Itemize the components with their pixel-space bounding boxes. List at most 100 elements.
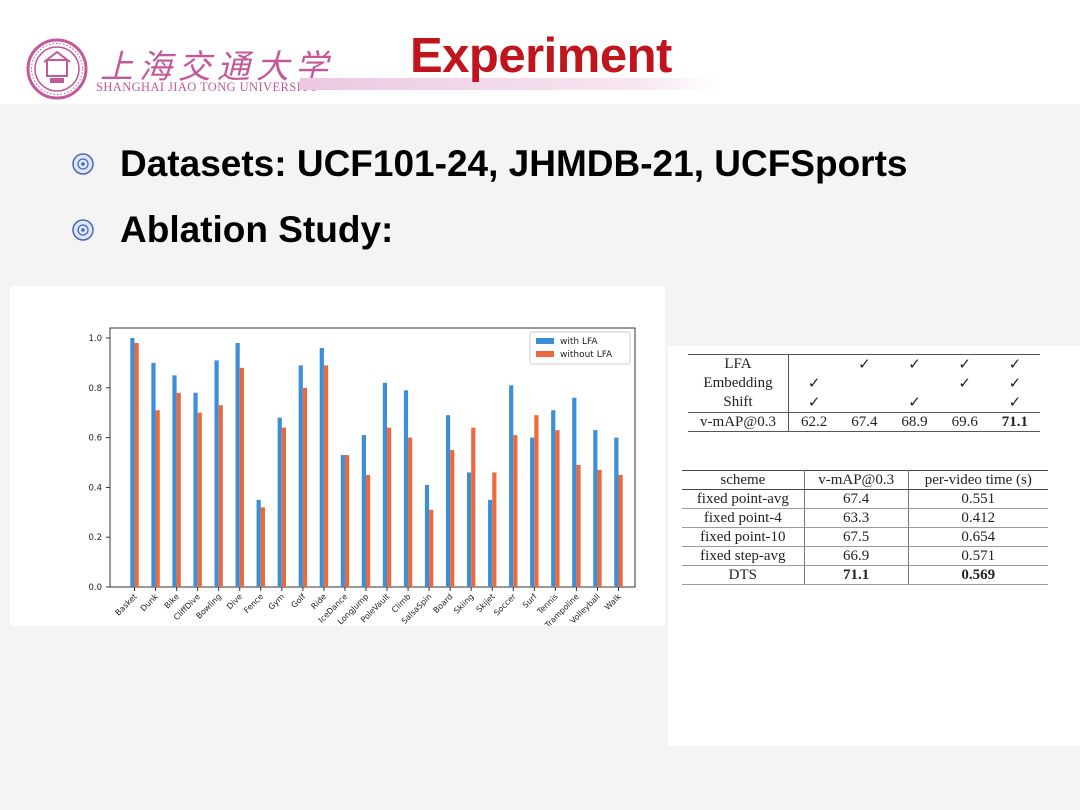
x-tick-label: Dunk bbox=[139, 592, 160, 613]
row-label: LFA bbox=[688, 354, 789, 374]
table-cell: DTS bbox=[682, 565, 805, 585]
university-seal-icon bbox=[26, 38, 88, 100]
bullet-icon bbox=[72, 219, 94, 241]
table-cell: 67.5 bbox=[804, 527, 909, 547]
table-cell: 0.551 bbox=[908, 489, 1048, 509]
row-label: Embedding bbox=[688, 374, 789, 393]
y-tick-label: 0.4 bbox=[88, 483, 102, 493]
bar-without-lfa bbox=[218, 405, 223, 587]
bar-without-lfa bbox=[281, 427, 287, 587]
table-cell: ✓ bbox=[1008, 376, 1022, 392]
bar-without-lfa bbox=[471, 427, 476, 587]
table-cell: 0.412 bbox=[908, 508, 1048, 528]
table-cell: ✓ bbox=[958, 376, 971, 392]
ablation-table: LFA ✓ ✓ ✓ ✓ Embedding ✓ ✓ ✓ Shift ✓ ✓ ✓ v-mAP@0.3 62.2… bbox=[688, 354, 1040, 432]
table-cell: fixed point-4 bbox=[682, 508, 805, 528]
bar-without-lfa bbox=[134, 342, 139, 587]
bar-with-lfa bbox=[466, 472, 472, 587]
column-header: per-video time (s) bbox=[908, 470, 1048, 490]
bar-with-lfa bbox=[424, 484, 430, 587]
bar-with-lfa bbox=[298, 365, 303, 587]
bar-with-lfa bbox=[593, 430, 598, 587]
legend-box bbox=[529, 331, 631, 365]
table-row: LFA ✓ ✓ ✓ ✓ bbox=[688, 354, 1040, 375]
bullet-icon bbox=[72, 153, 94, 175]
x-tick-label: Soccer bbox=[492, 592, 518, 618]
row-label: v-mAP@0.3 bbox=[688, 412, 789, 432]
table-cell: 63.3 bbox=[804, 508, 909, 528]
table-cell: ✓ bbox=[908, 395, 921, 411]
table-cell: fixed point-avg bbox=[682, 489, 805, 509]
table-cell: ✓ bbox=[958, 357, 971, 373]
y-tick-label: 1.0 bbox=[88, 334, 102, 344]
column-header: scheme bbox=[682, 470, 805, 490]
table-cell bbox=[940, 393, 990, 413]
table-row: DTS 71.1 0.569 bbox=[682, 565, 1048, 585]
table-cell: 66.9 bbox=[804, 546, 909, 566]
slide-header: 上海交通大学 SHANGHAI JIAO TONG UNIVERSITY Exp… bbox=[0, 0, 1080, 104]
legend-label: without LFA bbox=[560, 350, 613, 360]
bar-without-lfa bbox=[365, 474, 371, 587]
table-cell: ✓ bbox=[1008, 357, 1022, 373]
table-cell: 68.9 bbox=[889, 412, 940, 432]
chart-panel: 0.0 0.2 0.4 0.6 0.8 1.0 Basket Dunk Bike CliffDiv… bbox=[10, 286, 665, 630]
bar-with-lfa bbox=[214, 360, 219, 587]
table-cell bbox=[839, 393, 889, 413]
column-header: v-mAP@0.3 bbox=[804, 470, 909, 490]
bar-without-lfa bbox=[513, 435, 518, 587]
bar-without-lfa bbox=[260, 507, 265, 587]
bar-with-lfa bbox=[319, 347, 324, 587]
table-cell: ✓ bbox=[807, 395, 821, 411]
table-cell: 67.4 bbox=[804, 489, 909, 509]
bar-with-lfa bbox=[403, 390, 409, 587]
y-tick-label: 0.6 bbox=[88, 434, 102, 444]
x-tick-label: Gym bbox=[267, 592, 287, 612]
bar-with-lfa bbox=[572, 397, 577, 587]
table-cell bbox=[839, 374, 889, 393]
bullet-datasets: Datasets: UCF101-24, JHMDB-21, UCFSports bbox=[72, 143, 907, 185]
x-tick-label: Board bbox=[432, 592, 455, 615]
table-cell: fixed point-10 bbox=[682, 527, 805, 547]
scheme-table: scheme v-mAP@0.3 per-video time (s) fixed … bbox=[682, 470, 1048, 585]
y-tick-label: 0.2 bbox=[88, 533, 102, 543]
x-tick-label: Skiing bbox=[452, 592, 476, 616]
table-row: Shift ✓ ✓ ✓ bbox=[688, 393, 1040, 413]
bar-with-lfa bbox=[151, 362, 156, 587]
x-tick-label: Golf bbox=[289, 592, 307, 610]
x-tick-label: Basket bbox=[114, 592, 139, 617]
y-tick-label: 0.8 bbox=[88, 384, 102, 394]
legend-label: with LFA bbox=[560, 337, 598, 347]
table-cell: ✓ bbox=[1008, 395, 1022, 411]
bar-with-lfa bbox=[277, 417, 282, 587]
tables-panel: LFA ✓ ✓ ✓ ✓ Embedding ✓ ✓ ✓ Shift ✓ ✓ ✓ v-mAP@0.3 62.2… bbox=[668, 346, 1080, 746]
bar-without-lfa bbox=[387, 427, 392, 587]
table-cell: ✓ bbox=[807, 376, 821, 392]
bar-without-lfa bbox=[618, 474, 623, 587]
table-cell: fixed step-avg bbox=[682, 546, 805, 566]
bar-with-lfa bbox=[551, 410, 556, 587]
bar-without-lfa bbox=[344, 455, 350, 587]
bar-with-lfa bbox=[172, 375, 177, 587]
bar-with-lfa bbox=[193, 392, 198, 587]
table-cell: ✓ bbox=[908, 357, 921, 373]
legend-swatch bbox=[536, 338, 554, 344]
x-tick-label: Surf bbox=[521, 592, 539, 610]
table-row: fixed point-avg 67.4 0.551 bbox=[682, 489, 1048, 509]
bar-with-lfa bbox=[130, 338, 135, 587]
bar-with-lfa bbox=[235, 342, 240, 587]
table-cell: 0.569 bbox=[908, 565, 1048, 585]
table-cell: 71.1 bbox=[804, 565, 909, 585]
table-cell: 71.1 bbox=[989, 412, 1040, 432]
bar-without-lfa bbox=[323, 365, 329, 587]
table-cell bbox=[789, 355, 840, 375]
bullet-text: Datasets: UCF101-24, JHMDB-21, UCFSports bbox=[120, 143, 908, 184]
bar-without-lfa bbox=[176, 392, 181, 587]
bar-with-lfa bbox=[445, 415, 451, 587]
bar-without-lfa bbox=[408, 437, 413, 587]
bar-without-lfa bbox=[197, 412, 202, 587]
bar-with-lfa bbox=[361, 435, 366, 587]
table-row: fixed point-10 67.5 0.654 bbox=[682, 527, 1048, 547]
bar-without-lfa bbox=[492, 472, 497, 587]
x-tick-label: Bike bbox=[163, 592, 181, 610]
table-row: Embedding ✓ ✓ ✓ bbox=[688, 374, 1040, 393]
